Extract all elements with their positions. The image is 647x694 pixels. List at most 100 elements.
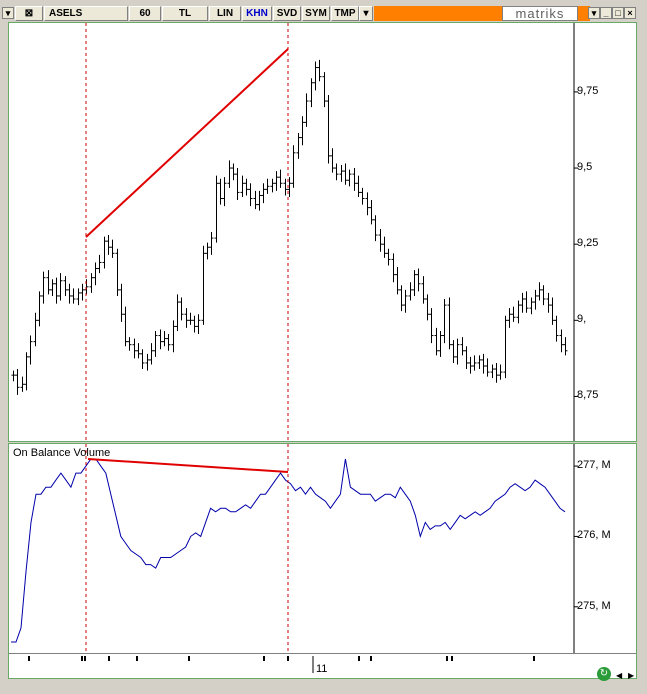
price-bar <box>274 171 279 191</box>
price-bar <box>11 370 16 382</box>
price-bar <box>541 285 546 306</box>
symbol-input[interactable]: ASELS <box>44 6 128 21</box>
price-bar <box>158 329 163 350</box>
price-bar <box>37 291 42 327</box>
price-bar <box>296 133 301 159</box>
price-bar <box>460 337 465 356</box>
maximize-icon[interactable]: □ <box>612 7 624 19</box>
price-bar <box>196 314 201 335</box>
window-menu-icon[interactable]: ▾ <box>588 7 600 19</box>
price-bar <box>447 297 452 350</box>
refresh-icon[interactable]: ↻ <box>597 667 611 681</box>
price-bar <box>503 315 508 379</box>
price-bar <box>20 376 25 392</box>
price-tick-label: 9,5 <box>577 161 593 174</box>
scroll-left-icon[interactable]: ◀ <box>616 671 623 680</box>
price-bar <box>322 72 327 108</box>
price-bar <box>253 190 258 210</box>
scale-button[interactable]: LIN <box>209 6 241 21</box>
price-bar <box>373 215 378 242</box>
price-bar <box>140 349 145 370</box>
price-bar <box>455 338 460 365</box>
price-bar <box>24 352 29 391</box>
price-bar <box>533 289 538 310</box>
scroll-right-icon[interactable]: ▶ <box>628 671 635 680</box>
obv-tick-label: 276, M <box>577 529 611 542</box>
price-bar <box>71 288 76 304</box>
svd-button[interactable]: SVD <box>273 6 301 21</box>
price-bar <box>360 187 365 205</box>
price-tick-label: 9,25 <box>577 237 599 250</box>
price-bar <box>313 61 318 91</box>
price-bar <box>386 248 391 266</box>
price-bar <box>209 232 214 255</box>
currency-button[interactable]: TL <box>162 6 208 21</box>
price-bar <box>218 178 223 205</box>
price-bar <box>429 308 434 344</box>
price-bar <box>145 353 150 371</box>
price-bar <box>477 355 482 370</box>
price-bar <box>425 294 430 321</box>
price-bar <box>382 236 387 258</box>
price-bar <box>494 362 499 383</box>
price-bar <box>179 297 184 321</box>
price-panel[interactable]: 9,75 9,5 9,25 9, 8,75 <box>8 22 637 442</box>
khn-button[interactable]: KHN <box>242 6 272 21</box>
sym-button[interactable]: SYM <box>302 6 330 21</box>
price-bar <box>188 312 193 325</box>
price-bar <box>15 369 20 395</box>
minimize-icon[interactable]: _ <box>600 7 612 19</box>
price-bar <box>33 312 38 347</box>
price-tick-label: 9, <box>577 313 587 326</box>
price-bar <box>300 116 305 146</box>
price-bar <box>119 283 124 322</box>
close-icon[interactable]: × <box>624 7 636 19</box>
tmp-button[interactable]: TMP <box>331 6 359 21</box>
time-axis-label: 11 <box>316 663 328 675</box>
brand-logo: matriks <box>502 6 578 21</box>
price-bar <box>291 145 296 188</box>
price-bar <box>339 165 344 182</box>
price-bar <box>231 163 236 181</box>
price-bar <box>524 291 529 313</box>
menu-arrow-icon[interactable]: ▾ <box>2 7 14 19</box>
price-bar <box>546 292 551 313</box>
price-bar <box>63 276 68 296</box>
price-bar <box>347 169 352 187</box>
price-bar <box>222 177 227 207</box>
price-bar <box>472 355 477 371</box>
price-bar <box>166 334 171 351</box>
dropdown-arrow-icon[interactable]: ▾ <box>359 6 373 21</box>
price-bar <box>58 273 63 301</box>
price-bar <box>485 358 490 377</box>
price-bar <box>481 353 486 374</box>
price-bar <box>184 308 189 328</box>
price-bar <box>97 254 102 274</box>
status-bar: ↻ ◀ ▶ <box>0 667 647 694</box>
price-bar <box>54 277 59 304</box>
price-bar <box>41 271 46 304</box>
price-tick-label: 8,75 <box>577 389 599 402</box>
price-bar <box>421 276 426 304</box>
price-bar <box>127 337 132 351</box>
price-bar <box>559 329 564 353</box>
price-bar <box>162 330 167 347</box>
price-bar <box>464 346 469 370</box>
price-bar <box>563 337 568 356</box>
compare-toggle-icon[interactable]: ⊠ <box>15 6 43 21</box>
price-bar <box>416 268 421 292</box>
chart-toolbar: ▾ ⊠ ASELS 60 TL LIN KHN SVD SYM TMP ▾ ma… <box>0 0 647 22</box>
price-bar <box>214 175 219 243</box>
price-bar <box>317 59 322 82</box>
price-bar <box>28 335 33 365</box>
price-bar <box>278 169 283 188</box>
period-button[interactable]: 60 <box>129 6 161 21</box>
price-bar <box>283 178 288 196</box>
price-chart <box>11 23 578 441</box>
price-bar <box>442 299 447 344</box>
price-tick-label: 9,75 <box>577 84 599 97</box>
obv-panel[interactable]: On Balance Volume 277, M 276, M 275, M <box>8 443 637 654</box>
price-bar <box>149 343 154 365</box>
price-bar <box>123 306 128 347</box>
price-bar <box>356 175 361 197</box>
